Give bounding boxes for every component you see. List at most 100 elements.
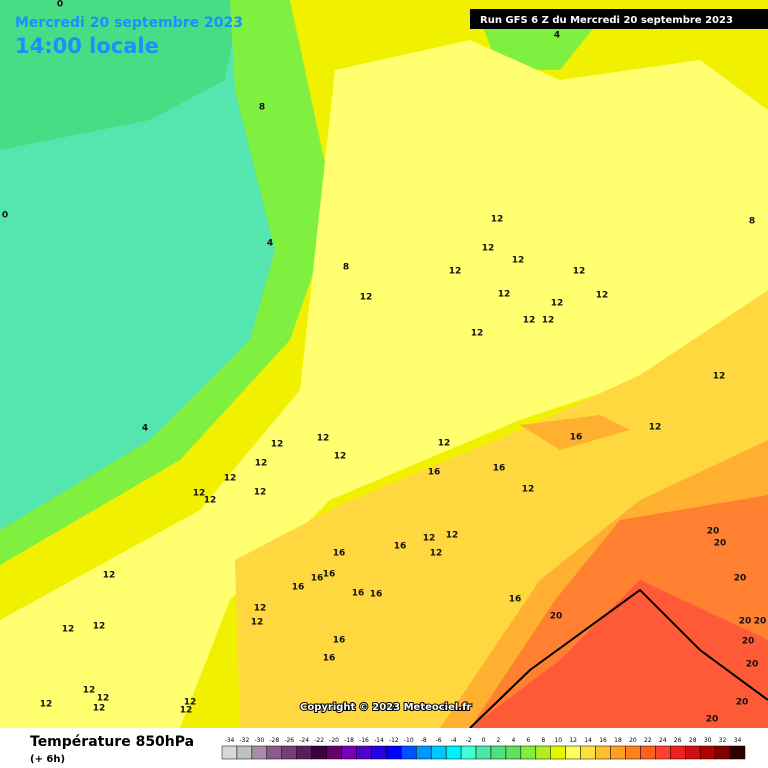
scale-swatch <box>670 745 686 760</box>
contour-label: 16 <box>352 589 365 599</box>
contour-label: 12 <box>449 267 462 277</box>
scale-swatch <box>714 745 731 760</box>
contour-label: 12 <box>491 215 504 225</box>
zone-6 <box>0 0 240 150</box>
contour-label: 12 <box>97 694 110 704</box>
zone-16-alps <box>520 415 630 450</box>
scale-label: 32 <box>719 737 727 744</box>
scale-swatch <box>430 745 447 760</box>
scale-swatch <box>386 745 402 760</box>
scale-swatch <box>401 745 417 760</box>
contour-label: 12 <box>573 267 586 277</box>
scale-label: -14 <box>374 737 384 744</box>
contour-label: 20 <box>754 617 767 627</box>
scale-label: -16 <box>359 737 369 744</box>
scale-label: -10 <box>404 737 414 744</box>
scale-swatch <box>520 745 537 760</box>
scale-swatch <box>371 745 387 760</box>
contour-label: 20 <box>714 539 727 549</box>
contour-label: 12 <box>522 485 535 495</box>
contour-label: 12 <box>93 622 106 632</box>
zone-8b <box>480 20 600 70</box>
contour-label: 0 <box>57 0 63 10</box>
scale-swatch <box>699 745 716 760</box>
contour-label: 12 <box>596 291 609 301</box>
contour-label: 12 <box>251 618 264 628</box>
scale-label: 22 <box>644 737 652 744</box>
contour-label: 12 <box>271 440 284 450</box>
scale-label: 6 <box>526 737 530 744</box>
scale-swatch <box>236 745 253 760</box>
scale-label: 2 <box>497 737 501 744</box>
scale-swatch <box>356 745 372 760</box>
contour-label: 20 <box>734 574 747 584</box>
contour-label: 12 <box>512 256 525 266</box>
scale-swatch <box>490 745 507 760</box>
time-label: 14:00 locale <box>15 34 159 58</box>
legend-subtitle: (+ 6h) <box>30 754 65 765</box>
contour-label: 16 <box>311 574 324 584</box>
contour-label: 20 <box>736 698 749 708</box>
contour-label: 16 <box>370 590 383 600</box>
contour-label: 12 <box>184 698 197 708</box>
contour-label: 12 <box>204 496 217 506</box>
contour-label: 8 <box>343 263 349 273</box>
scale-swatch <box>655 745 671 760</box>
contour-label: 12 <box>360 293 373 303</box>
scale-swatch <box>565 745 581 760</box>
contour-label: 8 <box>259 103 265 113</box>
scale-swatch <box>445 745 462 760</box>
scale-label: 10 <box>554 737 562 744</box>
contour-label: 16 <box>333 636 346 646</box>
contour-label: 12 <box>542 316 555 326</box>
scale-swatch <box>580 745 596 760</box>
contour-label: 12 <box>103 571 116 581</box>
contour-label: 12 <box>430 549 443 559</box>
contour-label: 12 <box>193 489 206 499</box>
run-box <box>470 9 768 29</box>
scale-swatch <box>625 745 641 760</box>
scale-label: -8 <box>421 737 427 744</box>
contour-label: 16 <box>333 549 346 559</box>
scale-label: 8 <box>541 737 545 744</box>
contour-label: 8 <box>749 217 755 227</box>
scale-label: 14 <box>584 737 592 744</box>
scale-label: -32 <box>240 737 250 744</box>
contour-label: 20 <box>746 660 759 670</box>
scale-label: 4 <box>511 737 515 744</box>
scale-label: -26 <box>284 737 294 744</box>
contour-label: 20 <box>706 715 719 725</box>
contour-label: 12 <box>224 474 237 484</box>
contour-label: 0 <box>2 211 8 221</box>
scale-swatch <box>341 745 357 760</box>
contour-labels: 0 0 4 8 4 8 4 8 12 12 12 12 12 12 12 12 12 12 12 12 12 12 16 12… <box>2 0 766 725</box>
contour-label: 12 <box>498 290 511 300</box>
scale-label: 18 <box>614 737 622 744</box>
contour-label: 12 <box>317 434 330 444</box>
scale-label: -12 <box>389 737 399 744</box>
contour-label: 20 <box>739 617 752 627</box>
contour-label: 12 <box>482 244 495 254</box>
scale-label: -6 <box>436 737 442 744</box>
contour-label: 20 <box>742 637 755 647</box>
contour-label: 20 <box>550 612 563 622</box>
scale-label: 30 <box>704 737 712 744</box>
legend-title: Température 850hPa <box>30 734 194 750</box>
contour-label: 16 <box>323 570 336 580</box>
scale-label: -30 <box>254 737 264 744</box>
color-scale: -34 -32 -30 -28 -26 -24 -22 -20 -18 -16 -14 -12 -10-… <box>221 737 746 760</box>
contour-label: 16 <box>428 468 441 478</box>
scale-swatch <box>729 745 746 760</box>
scale-swatch <box>475 745 492 760</box>
scale-label: 20 <box>629 737 637 744</box>
contour-label: 12 <box>334 452 347 462</box>
contour-label: 12 <box>254 488 267 498</box>
scale-swatch <box>296 745 312 760</box>
scale-label: -24 <box>299 737 309 744</box>
scale-swatch <box>535 745 551 760</box>
contour-label: 12 <box>551 299 564 309</box>
scale-swatch <box>221 745 238 760</box>
scale-label: 16 <box>599 737 607 744</box>
contour-20 <box>469 588 768 729</box>
scale-label: 28 <box>689 737 697 744</box>
